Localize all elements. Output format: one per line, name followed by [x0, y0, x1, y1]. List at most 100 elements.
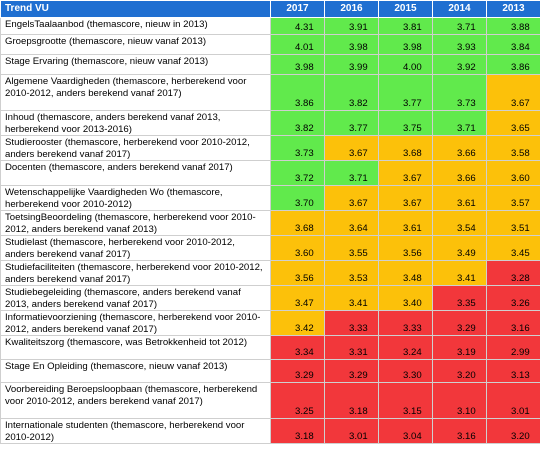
row-label: Internationale studenten (themascore, he…	[0, 418, 271, 444]
score-cell-2017: 3.73	[270, 135, 325, 161]
score-cell-2013: 3.67	[486, 74, 540, 111]
row-label: Voorbereiding Beroepsloopbaan (themascor…	[0, 382, 271, 419]
table-row: Voorbereiding Beroepsloopbaan (themascor…	[0, 382, 540, 419]
score-cell-2014: 3.92	[432, 54, 487, 75]
score-cell-2014: 3.19	[432, 335, 487, 360]
score-cell-2017: 3.18	[270, 418, 325, 444]
score-cell-2017: 3.86	[270, 74, 325, 111]
score-cell-2015: 3.67	[378, 160, 433, 186]
score-cell-2015: 3.68	[378, 135, 433, 161]
score-cell-2016: 3.98	[324, 34, 379, 55]
year-header-2015: 2015	[378, 0, 433, 18]
score-cell-2016: 3.31	[324, 335, 379, 360]
row-label: Studiebegeleiding (themascore, anders be…	[0, 285, 271, 311]
score-cell-2015: 3.75	[378, 110, 433, 136]
score-cell-2014: 3.10	[432, 382, 487, 419]
row-label: Wetenschappelijke Vaardigheden Wo (thema…	[0, 185, 271, 211]
trend-table: Trend VU 2017 2016 2015 2014 2013 Engels…	[0, 0, 540, 444]
score-cell-2016: 3.33	[324, 310, 379, 336]
row-label: Stage Ervaring (themascore, nieuw vanaf …	[0, 54, 271, 75]
table-title: Trend VU	[0, 0, 271, 18]
header-row: Trend VU 2017 2016 2015 2014 2013	[0, 0, 540, 18]
score-cell-2015: 3.33	[378, 310, 433, 336]
score-cell-2016: 3.67	[324, 135, 379, 161]
score-cell-2015: 3.15	[378, 382, 433, 419]
row-label: Groepsgrootte (themascore, nieuw vanaf 2…	[0, 34, 271, 55]
score-cell-2017: 4.31	[270, 17, 325, 35]
score-cell-2016: 3.41	[324, 285, 379, 311]
score-cell-2015: 3.24	[378, 335, 433, 360]
score-cell-2014: 3.66	[432, 160, 487, 186]
table-row: Studiefaciliteiten (themascore, herberek…	[0, 260, 540, 286]
table-row: Kwaliteitszorg (themascore, was Betrokke…	[0, 335, 540, 360]
score-cell-2016: 3.01	[324, 418, 379, 444]
row-label: Docenten (themascore, anders berekend va…	[0, 160, 271, 186]
score-cell-2017: 3.68	[270, 210, 325, 236]
table-row: Informatievoorziening (themascore, herbe…	[0, 310, 540, 336]
score-cell-2016: 3.77	[324, 110, 379, 136]
score-cell-2013: 2.99	[486, 335, 540, 360]
table-row: Groepsgrootte (themascore, nieuw vanaf 2…	[0, 34, 540, 55]
row-label: Stage En Opleiding (themascore, nieuw va…	[0, 359, 271, 383]
score-cell-2017: 4.01	[270, 34, 325, 55]
score-cell-2014: 3.66	[432, 135, 487, 161]
score-cell-2016: 3.64	[324, 210, 379, 236]
score-cell-2014: 3.35	[432, 285, 487, 311]
score-cell-2013: 3.20	[486, 418, 540, 444]
table-row: Wetenschappelijke Vaardigheden Wo (thema…	[0, 185, 540, 211]
score-cell-2013: 3.86	[486, 54, 540, 75]
year-header-2016: 2016	[324, 0, 379, 18]
score-cell-2013: 3.57	[486, 185, 540, 211]
table-row: Studielast (themascore, herberekend voor…	[0, 235, 540, 261]
year-header-2017: 2017	[270, 0, 325, 18]
score-cell-2015: 3.98	[378, 34, 433, 55]
score-cell-2014: 3.41	[432, 260, 487, 286]
score-cell-2016: 3.91	[324, 17, 379, 35]
score-cell-2017: 3.72	[270, 160, 325, 186]
score-cell-2015: 3.77	[378, 74, 433, 111]
score-cell-2013: 3.16	[486, 310, 540, 336]
score-cell-2014: 3.29	[432, 310, 487, 336]
score-cell-2016: 3.71	[324, 160, 379, 186]
table-body: EngelsTaalaanbod (themascore, nieuw in 2…	[0, 17, 540, 444]
table-row: Studiebegeleiding (themascore, anders be…	[0, 285, 540, 311]
score-cell-2015: 3.48	[378, 260, 433, 286]
score-cell-2013: 3.26	[486, 285, 540, 311]
score-cell-2013: 3.51	[486, 210, 540, 236]
score-cell-2015: 3.61	[378, 210, 433, 236]
score-cell-2013: 3.01	[486, 382, 540, 419]
row-label: EngelsTaalaanbod (themascore, nieuw in 2…	[0, 17, 271, 35]
score-cell-2014: 3.71	[432, 17, 487, 35]
score-cell-2016: 3.29	[324, 359, 379, 383]
row-label: Inhoud (themascore, anders berekend vana…	[0, 110, 271, 136]
score-cell-2015: 3.04	[378, 418, 433, 444]
score-cell-2017: 3.47	[270, 285, 325, 311]
table-row: Docenten (themascore, anders berekend va…	[0, 160, 540, 186]
score-cell-2016: 3.99	[324, 54, 379, 75]
table-row: ToetsingBeoordeling (themascore, herbere…	[0, 210, 540, 236]
score-cell-2014: 3.20	[432, 359, 487, 383]
score-cell-2015: 3.67	[378, 185, 433, 211]
year-header-2014: 2014	[432, 0, 487, 18]
table-row: Internationale studenten (themascore, he…	[0, 418, 540, 444]
score-cell-2014: 3.73	[432, 74, 487, 111]
table-row: Studierooster (themascore, herberekend v…	[0, 135, 540, 161]
score-cell-2017: 3.42	[270, 310, 325, 336]
score-cell-2014: 3.54	[432, 210, 487, 236]
score-cell-2014: 3.16	[432, 418, 487, 444]
row-label: Studiefaciliteiten (themascore, herberek…	[0, 260, 271, 286]
score-cell-2017: 3.70	[270, 185, 325, 211]
score-cell-2014: 3.61	[432, 185, 487, 211]
score-cell-2017: 3.34	[270, 335, 325, 360]
score-cell-2013: 3.88	[486, 17, 540, 35]
score-cell-2014: 3.93	[432, 34, 487, 55]
row-label: ToetsingBeoordeling (themascore, herbere…	[0, 210, 271, 236]
row-label: Kwaliteitszorg (themascore, was Betrokke…	[0, 335, 271, 360]
score-cell-2013: 3.84	[486, 34, 540, 55]
score-cell-2017: 3.60	[270, 235, 325, 261]
score-cell-2016: 3.53	[324, 260, 379, 286]
score-cell-2017: 3.29	[270, 359, 325, 383]
score-cell-2015: 3.30	[378, 359, 433, 383]
score-cell-2015: 3.81	[378, 17, 433, 35]
row-label: Informatievoorziening (themascore, herbe…	[0, 310, 271, 336]
